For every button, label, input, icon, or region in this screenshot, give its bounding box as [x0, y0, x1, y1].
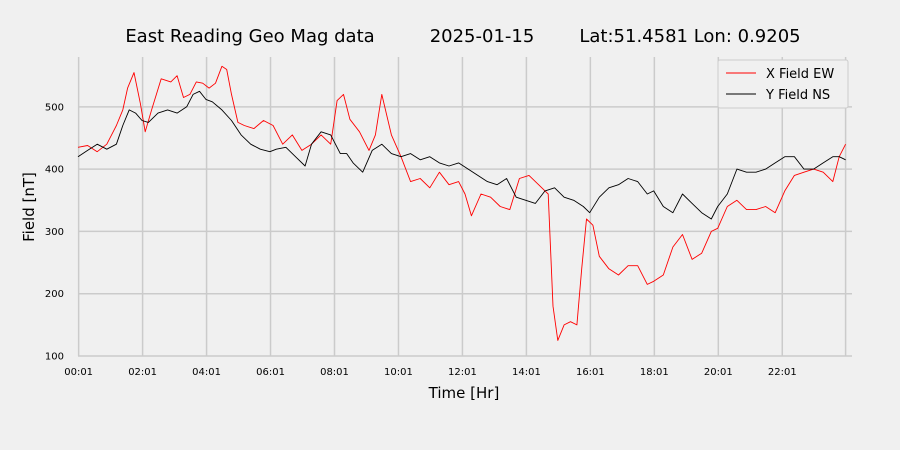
x-tick-label: 04:01 [192, 367, 221, 378]
x-tick-label: 18:01 [640, 367, 669, 378]
x-tick-label: 20:01 [704, 367, 733, 378]
x-tick-label: 06:01 [256, 367, 285, 378]
y-axis-label: Field [nT] [20, 172, 38, 242]
series-line-x-field-ew [77, 65, 847, 341]
x-tick-label: 12:01 [448, 367, 477, 378]
x-tick-label: 08:01 [320, 367, 349, 378]
x-axis-label: Time [Hr] [428, 384, 500, 402]
x-tick-label: 16:01 [576, 367, 605, 378]
x-tick-label: 22:01 [768, 367, 797, 378]
x-axis-ticks: 00:01 02:01 04:01 06:01 08:01 10:01 12:01 14:01… [64, 367, 796, 378]
legend: X Field EW Y Field NS [717, 59, 849, 109]
chart-title: East Reading Geo Mag data [125, 26, 374, 47]
data-series [77, 65, 847, 341]
y-tick-label: 300 [45, 227, 64, 238]
y-tick-label: 400 [45, 165, 64, 176]
legend-label-y-field: Y Field NS [765, 88, 830, 103]
chart-location: Lat:51.4581 Lon: 0.9205 [579, 26, 800, 47]
chart-date: 2025-01-15 [430, 26, 535, 47]
y-tick-label: 500 [45, 102, 64, 113]
x-tick-label: 00:01 [64, 367, 93, 378]
x-tick-label: 02:01 [128, 367, 157, 378]
y-tick-label: 100 [45, 352, 64, 363]
legend-label-x-field: X Field EW [766, 67, 834, 82]
legend-box [717, 59, 849, 109]
x-tick-label: 14:01 [512, 367, 541, 378]
series-line-y-field-ns [77, 90, 846, 220]
y-axis-ticks: 100 200 300 400 500 [45, 102, 64, 362]
grid-lines [77, 57, 852, 357]
x-tick-label: 10:01 [384, 367, 413, 378]
y-tick-label: 200 [45, 289, 64, 300]
